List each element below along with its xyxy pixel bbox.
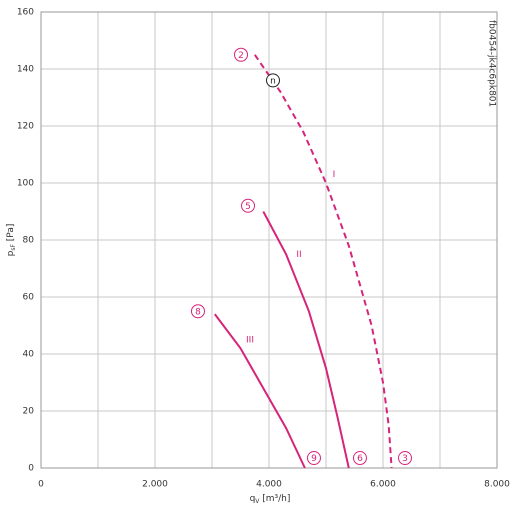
y-tick-label: 140: [17, 65, 34, 75]
y-axis-label: psF [Pa]: [6, 224, 17, 257]
marker-circle: [352, 451, 367, 466]
x-axis-label: qV [m³/h]: [250, 494, 291, 505]
y-tick-label: 80: [23, 236, 35, 246]
marker-circle: [234, 47, 249, 62]
y-axis-label-main: p: [6, 250, 16, 256]
marker-label: 3: [402, 454, 408, 464]
marker-label: 8: [195, 307, 201, 317]
marker-circle: [190, 304, 205, 319]
marker-circle: [265, 73, 280, 88]
x-tick-label: 8.000: [484, 480, 510, 490]
series-label: II: [296, 250, 301, 260]
series-line: [253, 54, 393, 469]
series-label: I: [333, 170, 336, 180]
x-tick-label: 4.000: [256, 480, 282, 490]
x-tick-label: 6.000: [370, 480, 396, 490]
y-tick-label: 160: [17, 8, 34, 18]
marker-circle: [306, 451, 321, 466]
marker-label: 2: [238, 51, 244, 61]
x-tick-label: 2.000: [142, 480, 168, 490]
plot-frame: [40, 11, 498, 469]
side-text: fb0454-jk4c6pk801: [487, 20, 497, 107]
y-tick-label: 120: [17, 122, 34, 132]
y-axis-label-unit: [Pa]: [6, 224, 16, 244]
y-tick-label: 40: [23, 350, 35, 360]
marker-circle: [241, 198, 256, 213]
y-tick-label: 100: [17, 179, 34, 189]
y-tick-label: 60: [23, 293, 35, 303]
marker-label: 9: [311, 454, 317, 464]
series-line: [214, 313, 306, 469]
y-axis-label-sub: sF: [10, 244, 17, 251]
series-label: III: [246, 335, 254, 345]
marker-circle: [398, 451, 413, 466]
marker-label: 5: [245, 202, 251, 212]
x-axis-label-unit: [m³/h]: [259, 494, 290, 504]
x-tick-label: 0: [38, 480, 44, 490]
x-axis-label-sub: V: [255, 498, 260, 505]
marker-label: n: [270, 76, 276, 86]
marker-label: 6: [357, 454, 363, 464]
y-tick-label: 20: [23, 407, 35, 417]
x-axis-label-main: q: [250, 494, 256, 504]
y-tick-label: 0: [28, 464, 34, 474]
series-line: [262, 211, 350, 469]
